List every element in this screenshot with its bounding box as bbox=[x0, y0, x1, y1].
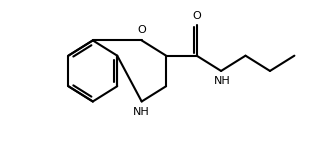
Text: NH: NH bbox=[214, 75, 231, 86]
Text: O: O bbox=[137, 25, 146, 35]
Text: O: O bbox=[192, 11, 201, 21]
Text: NH: NH bbox=[133, 107, 150, 117]
